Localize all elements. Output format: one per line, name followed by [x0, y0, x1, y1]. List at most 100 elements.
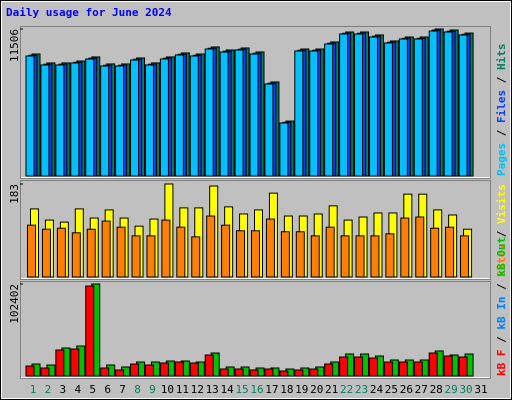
bar [385, 233, 395, 278]
bar [55, 349, 65, 377]
bar [100, 65, 110, 177]
legend: Sites / Visits [495, 184, 508, 277]
bar [206, 215, 216, 278]
x-tick-label: 31 [474, 383, 487, 396]
bar [70, 62, 80, 177]
x-tick-label: 13 [206, 383, 219, 396]
x-tick-label: 1 [30, 383, 37, 396]
x-tick-label: 19 [295, 383, 308, 396]
bar [159, 362, 169, 377]
bar [458, 356, 468, 377]
x-tick-label: 16 [250, 383, 263, 396]
bar [398, 361, 408, 377]
legend-entry: Hits [495, 44, 508, 71]
bar [264, 83, 274, 177]
bar [56, 227, 66, 278]
bar [191, 236, 201, 278]
bar [310, 235, 320, 278]
legend-separator: / [495, 224, 508, 244]
bar [236, 230, 246, 278]
x-tick-label: 12 [191, 383, 204, 396]
bar [294, 369, 304, 377]
x-tick-label: 28 [430, 383, 443, 396]
bar [368, 36, 378, 177]
y-tick-label: 102402 [8, 284, 21, 324]
x-tick-label: 29 [445, 383, 458, 396]
bar [279, 122, 289, 177]
x-tick-label: 3 [60, 383, 67, 396]
bar [40, 64, 50, 177]
bar [189, 362, 199, 377]
bar [340, 235, 350, 278]
bar [40, 367, 50, 377]
bar [264, 368, 274, 377]
bar [458, 34, 468, 177]
bar [443, 355, 453, 377]
bar [339, 356, 349, 377]
bar [221, 224, 231, 278]
bar [294, 50, 304, 177]
bar [130, 59, 140, 177]
bar [27, 224, 36, 278]
bar [100, 367, 110, 377]
chart-title: Daily usage for June 2024 [6, 6, 172, 19]
bar [339, 33, 349, 177]
bar [101, 220, 111, 278]
x-tick-label: 18 [280, 383, 293, 396]
bar [176, 226, 186, 278]
bar [413, 361, 423, 377]
legend-separator: / [495, 70, 508, 90]
x-tick-label: 21 [325, 383, 338, 396]
x-tick-label: 14 [221, 383, 235, 396]
bar [71, 232, 81, 278]
legend-entry: kB In [495, 297, 508, 330]
x-tick-label: 8 [134, 383, 141, 396]
bar [234, 49, 244, 177]
x-tick-label: 26 [400, 383, 413, 396]
x-tick-label: 5 [89, 383, 96, 396]
bar [70, 348, 80, 377]
bar [428, 352, 438, 377]
x-tick-label: 15 [235, 383, 248, 396]
x-tick-label: 30 [459, 383, 472, 396]
bar [85, 285, 95, 377]
bar [131, 235, 141, 278]
bar [309, 50, 319, 177]
bar [115, 369, 125, 377]
bar [249, 53, 259, 177]
x-tick-label: 23 [355, 383, 368, 396]
x-tick-label: 4 [74, 383, 81, 396]
x-tick-label: 6 [104, 383, 111, 396]
bar [159, 58, 169, 177]
bar [115, 65, 125, 177]
bar [443, 31, 453, 177]
bar [460, 235, 470, 278]
bar [368, 357, 378, 377]
bar [25, 55, 35, 177]
bar [25, 365, 35, 377]
bar [204, 354, 214, 377]
legend-entry: Files [495, 90, 508, 123]
bar [144, 364, 154, 377]
x-tick-label: 17 [265, 383, 278, 396]
legend: kB F / kB In / kB Out [495, 237, 508, 376]
bar [279, 370, 289, 377]
bar [400, 217, 410, 278]
bar [161, 219, 171, 278]
legend-entry: Visits [495, 184, 508, 224]
x-tick-label: 9 [149, 383, 156, 396]
bar [383, 361, 393, 377]
legend-separator: / [495, 123, 508, 143]
bar [174, 361, 184, 377]
bar [146, 235, 156, 278]
x-tick-label: 20 [310, 383, 323, 396]
x-tick-label: 2 [45, 383, 52, 396]
bar [265, 218, 275, 278]
bar [370, 235, 380, 278]
bar [324, 43, 334, 177]
bar [251, 230, 260, 278]
bar [428, 30, 438, 177]
bar [325, 226, 335, 278]
bar [354, 356, 364, 377]
